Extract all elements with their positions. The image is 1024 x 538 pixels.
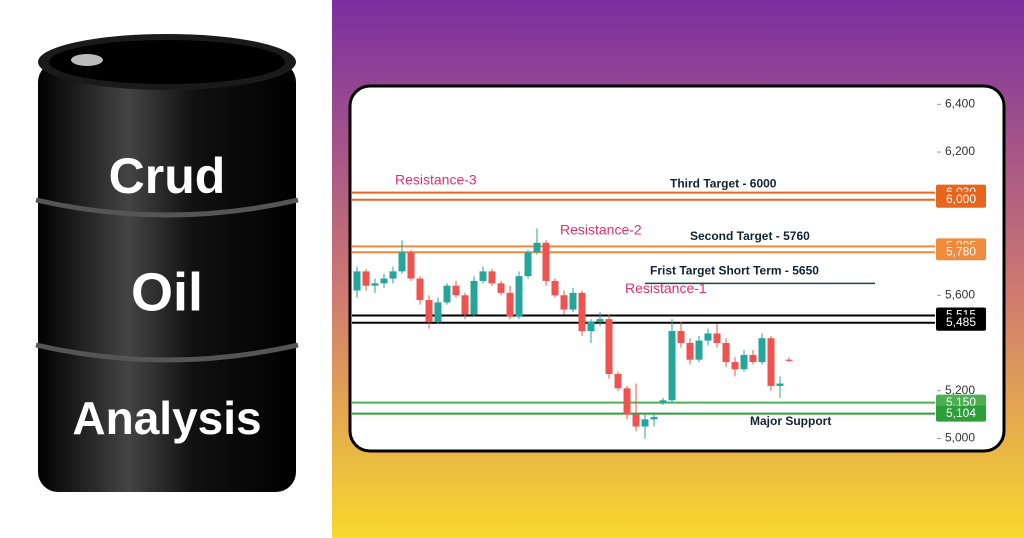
candle-body xyxy=(641,419,649,427)
candle-body xyxy=(398,252,406,272)
candle-body xyxy=(380,278,388,284)
annotation: Resistance-1 xyxy=(625,280,707,296)
candle-body xyxy=(758,338,766,363)
candle-body xyxy=(623,388,631,415)
candle-body xyxy=(389,271,397,279)
price-tag-label: 6,000 xyxy=(946,192,976,206)
candle-body xyxy=(695,340,703,360)
banner-text: Analysis xyxy=(72,392,261,444)
annotation: Major Support xyxy=(750,414,831,428)
candle-body xyxy=(542,242,550,281)
candle-body xyxy=(434,302,442,322)
candle-body xyxy=(560,295,568,310)
candle-body xyxy=(524,252,532,277)
candle-body xyxy=(749,354,757,363)
price-tag xyxy=(936,244,986,261)
candle-body xyxy=(452,285,460,296)
candle-body xyxy=(587,321,595,332)
banner-text: Crud xyxy=(109,148,226,204)
candle-body xyxy=(470,280,478,315)
candle-body xyxy=(767,338,775,386)
candle-body xyxy=(461,295,469,315)
candle-body xyxy=(704,333,712,341)
candle-body xyxy=(425,300,433,322)
chart-card xyxy=(348,84,1006,453)
annotation: Frist Target Short Term - 5650 xyxy=(650,264,819,278)
annotation: Third Target - 6000 xyxy=(670,176,777,190)
candle-body xyxy=(362,271,370,286)
candle-body xyxy=(515,276,523,317)
barrel-ridge xyxy=(35,342,299,363)
candle-body xyxy=(650,416,658,420)
barrel-body xyxy=(38,62,296,492)
y-tick-label: 6,200 xyxy=(945,144,975,158)
y-tick-label: 5,000 xyxy=(945,431,975,445)
candle-body xyxy=(506,292,514,317)
candle-body xyxy=(569,292,577,310)
candle-body xyxy=(713,333,721,343)
candle-body xyxy=(497,283,505,293)
barrel-cap xyxy=(71,54,103,66)
candle-body xyxy=(686,342,694,360)
barrel-lid xyxy=(49,40,285,84)
candle-body xyxy=(677,331,685,343)
barrel: Crud Oil Analysis xyxy=(35,34,299,492)
chart: 6,4006,2005,6005,2005,0006,0306,0005,805… xyxy=(352,96,986,445)
price-tag xyxy=(936,314,986,331)
annotation: Resistance-3 xyxy=(395,171,477,187)
candle-body xyxy=(488,271,496,284)
banner-text: Oil xyxy=(131,262,203,322)
y-tick-label: 6,400 xyxy=(945,96,975,110)
price-tag xyxy=(936,191,986,208)
candle-body xyxy=(776,383,784,386)
price-tag xyxy=(936,405,986,422)
annotation: Second Target - 5760 xyxy=(690,229,810,243)
candle-body xyxy=(632,414,640,427)
candle-body xyxy=(479,271,487,281)
candle-body xyxy=(551,280,559,296)
price-tag-label: 5,150 xyxy=(946,395,976,409)
candle-body xyxy=(353,271,361,291)
y-tick-label: 5,600 xyxy=(945,287,975,301)
barrel-ridge xyxy=(35,197,299,218)
candle-body xyxy=(596,319,604,322)
candle-body xyxy=(533,242,541,253)
price-tag-label: 5,485 xyxy=(946,315,976,329)
candle-body xyxy=(443,285,451,303)
candle-body xyxy=(371,283,379,286)
candle-body xyxy=(614,374,622,389)
candle-body xyxy=(731,362,739,370)
price-tag-label: 5,780 xyxy=(946,244,976,258)
candle-body xyxy=(722,342,730,363)
y-tick-label: 5,200 xyxy=(945,383,975,397)
candle-body xyxy=(407,252,415,279)
candle-body xyxy=(605,319,613,375)
candle-body xyxy=(785,359,793,361)
candle-body xyxy=(659,400,667,403)
candle-body xyxy=(578,292,586,332)
annotation: Resistance-2 xyxy=(560,222,642,238)
candle-body xyxy=(416,278,424,301)
price-tag-label: 5,104 xyxy=(946,406,976,420)
candle-body xyxy=(740,354,748,370)
candle-body xyxy=(668,331,676,401)
